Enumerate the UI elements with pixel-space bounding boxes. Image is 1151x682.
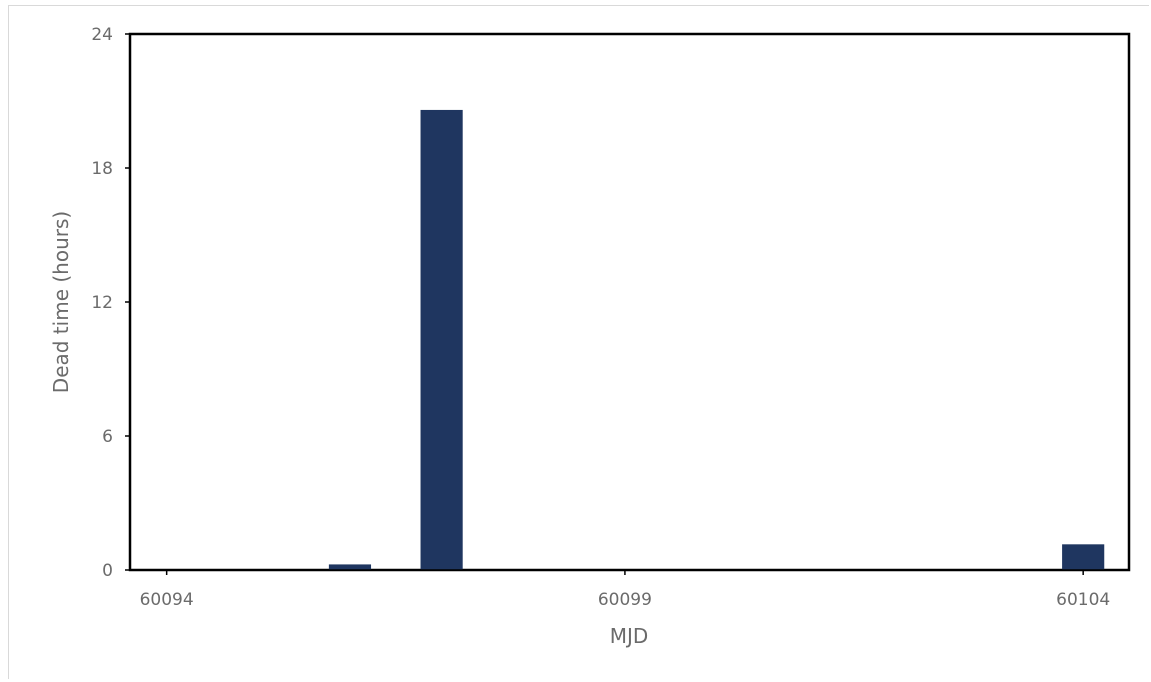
chart-frame [8, 5, 1149, 679]
plot-area-border [128, 32, 1131, 572]
y-axis-title: Dead time (hours) [49, 211, 73, 393]
bar-60097 [420, 109, 463, 570]
x-tick-labels: 60094 60099 60104 [140, 570, 1110, 610]
y-tick-labels: 0 6 12 18 24 [91, 25, 130, 581]
bar-60096 [328, 564, 372, 570]
y-tick-label-12: 12 [91, 293, 113, 313]
bar-60104 [1062, 544, 1105, 570]
x-tick-label-60099: 60099 [598, 590, 652, 610]
y-tick-label-0: 0 [102, 561, 113, 581]
x-tick-label-60104: 60104 [1056, 590, 1110, 610]
y-tick-label-24: 24 [91, 25, 113, 45]
y-tick-label-18: 18 [91, 159, 113, 179]
x-axis-title: MJD [610, 624, 649, 648]
x-tick-label-60094: 60094 [140, 590, 194, 610]
y-tick-label-6: 6 [102, 427, 113, 447]
bars-group [328, 109, 1105, 570]
